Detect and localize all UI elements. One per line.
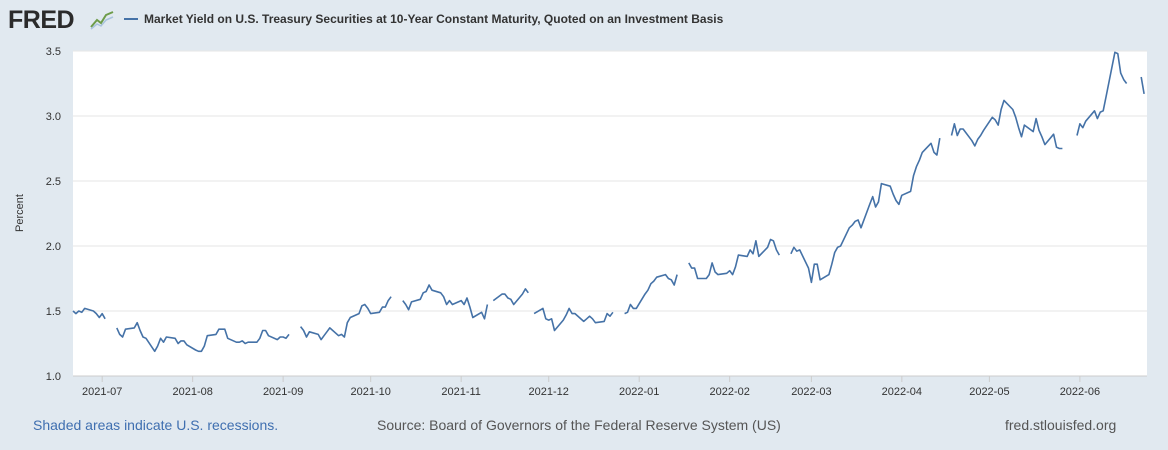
series-line-segment — [402, 284, 489, 320]
x-tick-label: 2021-10 — [350, 386, 390, 398]
fred-site-link[interactable]: fred.stlouisfed.org — [1005, 417, 1117, 433]
x-tick-label: 2022-04 — [882, 386, 922, 398]
x-tick-label: 2022-05 — [969, 386, 1009, 398]
x-tick-label: 2022-02 — [709, 386, 749, 398]
chart-header: FRED Market Yield on U.S. Treasury Secur… — [0, 0, 1168, 40]
x-tick-label: 2022-06 — [1060, 386, 1100, 398]
y-axis: 1.0 1.5 2.0 2.5 3.0 3.5 — [46, 46, 61, 383]
series-line-segment — [72, 307, 106, 320]
x-tick-label: 2021-08 — [172, 386, 212, 398]
y-tick-label: 1.0 — [46, 371, 61, 383]
line-chart: 1.0 1.5 2.0 2.5 3.0 3.5 2021-07 2021-08 2021-09… — [14, 46, 1147, 398]
y-tick-label: 3.5 — [46, 46, 61, 58]
series-line-segment — [116, 321, 290, 353]
series-line-segment — [624, 273, 678, 315]
source-text: Source: Board of Governors of the Federa… — [377, 417, 781, 433]
series-line-segment — [299, 296, 392, 341]
series-line-segment — [688, 238, 780, 280]
y-tick-label: 1.5 — [46, 306, 61, 318]
line-graph-icon — [89, 9, 115, 31]
plot-area — [73, 51, 1147, 376]
x-tick-label: 2021-12 — [529, 386, 569, 398]
recession-note-link[interactable]: Shaded areas indicate U.S. recessions. — [33, 417, 279, 433]
x-tick-label: 2022-01 — [619, 386, 659, 398]
y-tick-label: 3.0 — [46, 111, 61, 123]
x-tick-label: 2021-09 — [263, 386, 303, 398]
x-axis: 2021-07 2021-08 2021-09 2021-10 2021-11 2021-… — [73, 375, 1147, 398]
series-line-segment — [790, 137, 941, 284]
x-tick-label: 2021-11 — [441, 386, 481, 398]
legend-series-title: Market Yield on U.S. Treasury Securities… — [144, 12, 724, 26]
gridlines — [73, 50, 1147, 312]
series-line-segment — [1140, 76, 1145, 95]
x-tick-label: 2022-03 — [791, 386, 831, 398]
y-tick-label: 2.5 — [46, 176, 61, 188]
series-group — [72, 51, 1145, 353]
fred-logo[interactable]: FRED — [8, 6, 75, 34]
y-axis-title: Percent — [14, 194, 26, 232]
series-line-segment — [950, 99, 1063, 150]
series-line-segment — [533, 307, 614, 332]
series-line-segment — [492, 288, 529, 306]
legend-swatch — [124, 18, 138, 20]
series-line-segment — [1076, 51, 1128, 136]
x-tick-label: 2021-07 — [82, 386, 122, 398]
y-tick-label: 2.0 — [46, 241, 61, 253]
